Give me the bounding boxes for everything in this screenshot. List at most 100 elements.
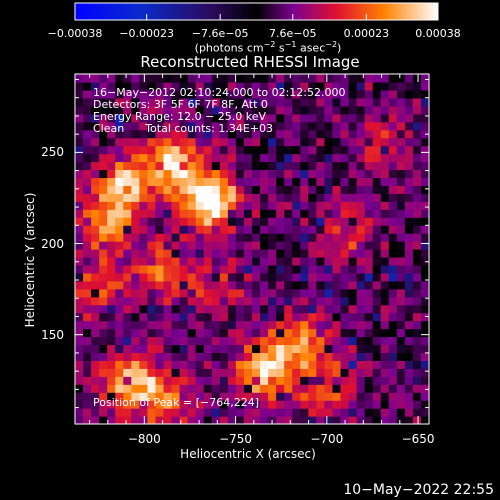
heatmap-cell: [316, 113, 326, 123]
heatmap-cell: [372, 296, 382, 306]
heatmap-cell: [332, 241, 342, 250]
heatmap-cell: [155, 296, 165, 306]
heatmap-cell: [83, 392, 92, 401]
heatmap-cell: [131, 74, 140, 83]
heatmap-cell: [380, 256, 390, 266]
heatmap-cell: [260, 256, 269, 266]
heatmap-cell: [107, 97, 116, 107]
heatmap-cell: [219, 113, 229, 123]
heatmap-cell: [404, 121, 414, 131]
heatmap-cell: [75, 81, 84, 91]
heatmap-cell: [219, 209, 229, 218]
heatmap-cell: [83, 320, 92, 330]
heatmap-cell: [203, 288, 213, 298]
heatmap-cell: [284, 209, 293, 218]
heatmap-cell: [243, 360, 253, 369]
heatmap-cell: [235, 121, 245, 131]
heatmap-cell: [308, 320, 317, 330]
heatmap-cell: [420, 209, 429, 218]
heatmap-cell: [332, 312, 342, 322]
heatmap-cell: [388, 288, 398, 298]
heatmap-cell: [219, 161, 229, 171]
heatmap-cell: [348, 177, 358, 186]
heatmap-cell: [324, 225, 334, 234]
heatmap-cell: [396, 233, 406, 242]
heatmap-cell: [91, 400, 100, 409]
heatmap-cell: [316, 360, 326, 369]
heatmap-cell: [115, 272, 124, 282]
heatmap-cell: [332, 264, 342, 274]
heatmap-cell: [139, 153, 149, 163]
heatmap-cell: [388, 296, 398, 306]
heatmap-cell: [332, 225, 342, 234]
heatmap-cell: [91, 280, 100, 290]
heatmap-cell: [284, 185, 293, 194]
heatmap-cell: [340, 233, 350, 242]
heatmap-cell: [420, 89, 429, 99]
heatmap-cell: [284, 304, 293, 314]
heatmap-cell: [107, 408, 116, 417]
heatmap-cell: [324, 153, 334, 163]
heatmap-cell: [91, 320, 100, 330]
heatmap-cell: [324, 121, 334, 131]
heatmap-cell: [243, 328, 253, 338]
heatmap-cell: [260, 288, 269, 298]
heatmap-cell: [284, 256, 293, 266]
heatmap-cell: [235, 392, 245, 401]
heatmap-cell: [276, 376, 285, 385]
heatmap-cell: [171, 217, 181, 226]
heatmap-cell: [155, 408, 165, 417]
heatmap-cell: [356, 113, 366, 123]
heatmap-cell: [123, 105, 132, 115]
heatmap-cell: [235, 344, 245, 354]
heatmap-cell: [292, 177, 301, 186]
heatmap-cell: [147, 209, 157, 218]
heatmap-cell: [284, 288, 293, 298]
heatmap-cell: [163, 304, 173, 314]
heatmap-cell: [91, 225, 100, 234]
heatmap-cell: [131, 177, 140, 186]
heatmap-cell: [404, 217, 414, 226]
heatmap-cell: [75, 264, 84, 274]
heatmap-cell: [412, 328, 422, 338]
heatmap-cell: [107, 209, 116, 218]
heatmap-cell: [179, 288, 189, 298]
heatmap-cell: [243, 161, 253, 171]
heatmap-cell: [316, 296, 326, 306]
heatmap-cell: [171, 161, 181, 171]
heatmap-cell: [171, 241, 181, 250]
heatmap-cell: [268, 185, 277, 194]
heatmap-cell: [123, 145, 132, 155]
heatmap-cell: [179, 320, 189, 330]
heatmap-cell: [147, 185, 157, 194]
heatmap-cell: [308, 344, 317, 354]
heatmap-cell: [131, 392, 140, 401]
heatmap-cell: [211, 145, 221, 155]
heatmap-cell: [332, 129, 342, 139]
heatmap-cell: [412, 137, 422, 147]
heatmap-cell: [364, 288, 374, 298]
heatmap-cell: [139, 225, 149, 234]
heatmap-cell: [292, 169, 301, 179]
heatmap-cell: [380, 336, 390, 346]
heatmap-cell: [83, 193, 92, 202]
heatmap-cell: [300, 392, 309, 401]
heatmap-cell: [276, 209, 285, 218]
heatmap-cell: [260, 217, 269, 226]
heatmap-cell: [356, 272, 366, 282]
heatmap-cell: [356, 74, 366, 83]
heatmap-cell: [203, 352, 213, 361]
heatmap-cell: [195, 105, 205, 115]
heatmap-cell: [284, 400, 293, 409]
heatmap-cell: [243, 74, 253, 83]
heatmap-cell: [292, 304, 301, 314]
heatmap-cell: [75, 177, 84, 186]
heatmap-cell: [396, 249, 406, 258]
heatmap-cell: [340, 328, 350, 338]
heatmap-cell: [123, 304, 132, 314]
heatmap-cell: [99, 328, 108, 338]
heatmap-cell: [83, 113, 92, 123]
heatmap-cell: [115, 344, 124, 354]
heatmap-cell: [75, 296, 84, 306]
heatmap-cell: [235, 408, 245, 417]
